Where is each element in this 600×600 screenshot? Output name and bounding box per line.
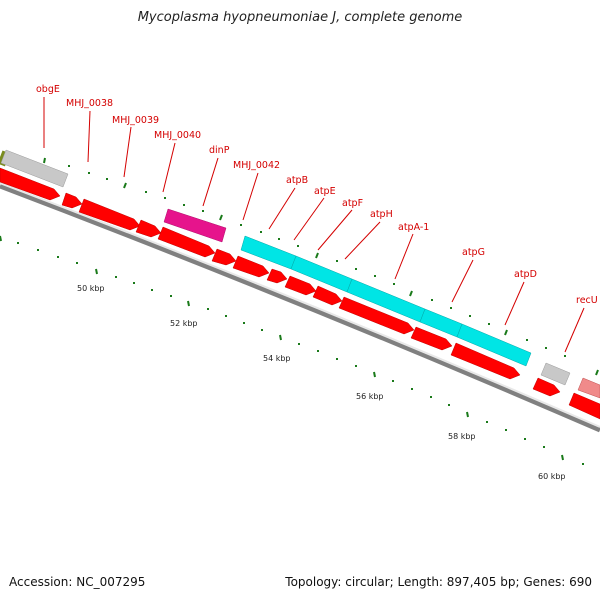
scale-label-60kbp: 60 kbp (538, 472, 566, 481)
cds-arrow (450, 342, 521, 380)
gene-label-mhj-0040: MHJ_0040 (154, 130, 201, 141)
gene-label-atpg: atpG (462, 247, 485, 258)
scale-label-54kbp: 54 kbp (263, 354, 291, 363)
upper-strand (0, 149, 600, 399)
cds-arrow (78, 198, 141, 231)
backbone-arc-shadow (0, 183, 600, 433)
gene-labels: obgE MHJ_0038 MHJ_0039 MHJ_0040 dinP MHJ… (36, 84, 598, 306)
gene-label-atpe: atpE (314, 186, 336, 197)
grey-feature-small (540, 362, 571, 386)
scale-label-52kbp: 52 kbp (170, 319, 198, 328)
cds-arrow (232, 255, 270, 278)
gene-label-mhj-0042: MHJ_0042 (233, 160, 280, 171)
map-title: Mycoplasma hyopneumoniae J, complete gen… (137, 10, 463, 25)
gene-label-obge: obgE (36, 84, 60, 95)
scale-label-56kbp: 56 kbp (356, 392, 384, 401)
gene-label-atpd: atpD (514, 269, 537, 280)
cds-arrow (410, 326, 453, 351)
scale-minor-ticks (17, 242, 584, 465)
gene-label-atpa-1: atpA-1 (398, 222, 429, 233)
cds-arrows (0, 167, 600, 420)
magenta-feature (163, 208, 227, 243)
gene-label-dinp: dinP (209, 145, 230, 156)
gene-label-atph: atpH (370, 209, 393, 220)
cds-arrow (61, 192, 83, 209)
gene-label-mhj-0038: MHJ_0038 (66, 98, 113, 109)
pink-feature-recu (577, 377, 600, 399)
feature-dots (68, 165, 566, 357)
leader-lines (43, 97, 585, 353)
feature-tick-marks (43, 157, 599, 376)
scale-label-50kbp: 50 kbp (77, 284, 105, 293)
cds-arrow (0, 167, 61, 201)
scale-ticks (0, 235, 564, 461)
scale-labels: 50 kbp 52 kbp 54 kbp 56 kbp 58 kbp 60 kb… (77, 284, 566, 481)
cds-arrow (312, 285, 343, 306)
cds-arrow (157, 226, 216, 258)
cds-arrow (284, 275, 317, 296)
genome-summary: Topology: circular; Length: 897,405 bp; … (285, 575, 592, 589)
cds-arrow (532, 377, 561, 397)
cds-arrow (135, 219, 162, 238)
gene-label-recu: recU (576, 295, 598, 306)
scale-label-58kbp: 58 kbp (448, 432, 476, 441)
cds-arrow (211, 248, 237, 266)
gene-label-atpb: atpB (286, 175, 308, 186)
backbone-arc (0, 182, 600, 428)
cyan-feature-atpd (456, 323, 532, 367)
grey-feature-obge (0, 149, 69, 188)
cds-arrow (568, 392, 600, 420)
cds-arrow (266, 268, 288, 284)
gene-label-mhj-0039: MHJ_0039 (112, 115, 159, 126)
accession-label: Accession: NC_007295 (9, 575, 146, 589)
cds-arrow (338, 296, 415, 335)
gene-label-atpf: atpF (342, 198, 363, 209)
